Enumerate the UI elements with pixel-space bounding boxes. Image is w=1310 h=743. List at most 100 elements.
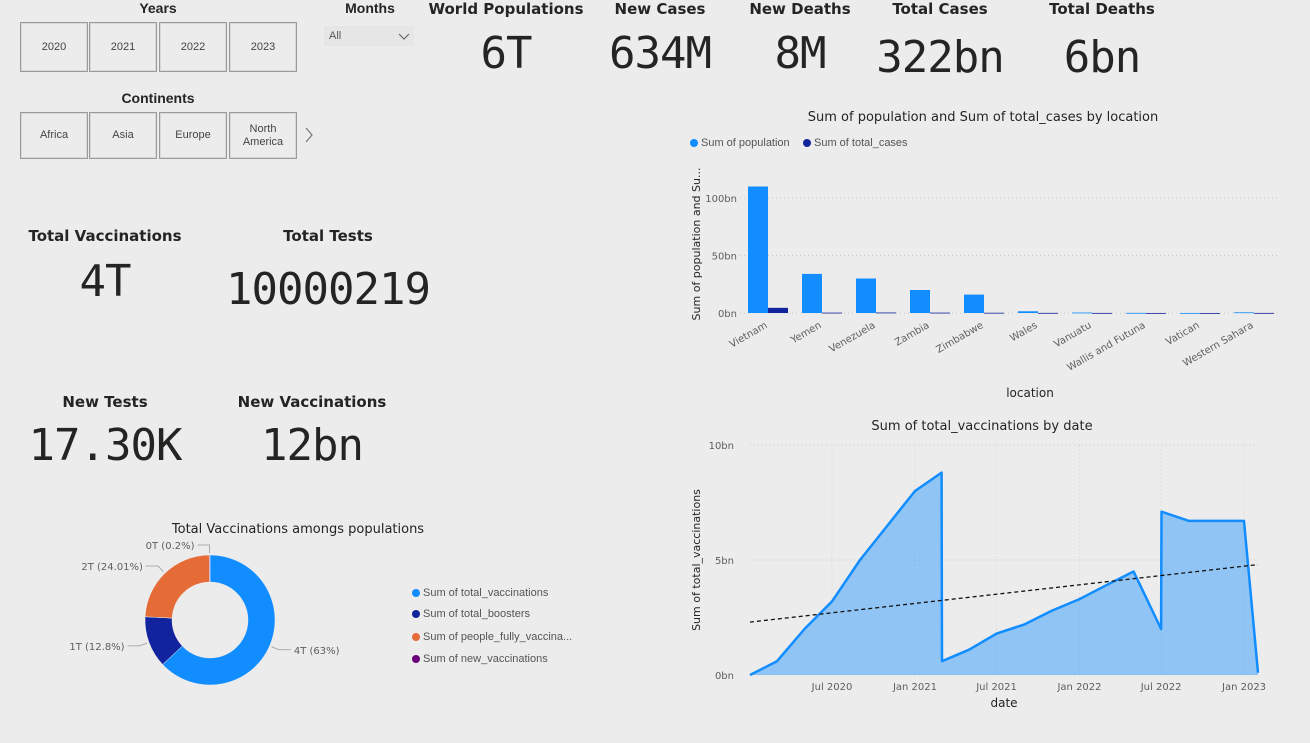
continent-tile-africa[interactable]: Africa	[20, 112, 88, 159]
total-cases-title: Total Cases	[892, 0, 988, 18]
world-population-value: 6T	[480, 28, 533, 79]
y-tick-label: 10bn	[709, 441, 734, 452]
total-cases-value: 322bn	[876, 32, 1004, 83]
legend-label: Sum of new_vaccinations	[423, 653, 548, 665]
data-label: 1T (12.8%)	[69, 642, 124, 653]
year-tile-2023[interactable]: 2023	[229, 22, 297, 72]
legend-label: Sum of total_boosters	[423, 608, 531, 620]
x-tick-label: Yemen	[788, 320, 823, 347]
donut-slice	[208, 554, 211, 583]
bar	[768, 307, 788, 313]
year-tile-2022[interactable]: 2022	[159, 22, 227, 72]
donut-legend-item[interactable]: Sum of new_vaccinations	[412, 653, 548, 665]
donut-chart: 4T (63%) 1T (12.8%) 2T (24.01%)0T (0.2%)	[69, 541, 340, 686]
x-tick-label: Vatican	[1164, 320, 1201, 348]
new-deaths-title: New Deaths	[749, 0, 851, 18]
bar	[910, 290, 930, 313]
bar	[1126, 312, 1146, 314]
donut-legend-item[interactable]: Sum of total_boosters	[412, 608, 530, 620]
bar	[1234, 312, 1254, 314]
chevron-right-icon[interactable]	[304, 127, 314, 143]
y-tick-label: 100bn	[705, 194, 737, 205]
chevron-down-icon	[398, 33, 410, 40]
legend-dot	[803, 139, 811, 147]
months-dropdown-value: All	[329, 30, 342, 42]
donut-legend-item[interactable]: Sum of total_vaccinations	[412, 587, 548, 599]
new-tests-title: New Tests	[62, 393, 148, 411]
total-deaths-title: Total Deaths	[1049, 0, 1155, 18]
leader-line	[127, 642, 148, 647]
continent-tile-asia[interactable]: Asia	[89, 112, 157, 159]
bar	[1200, 312, 1220, 314]
total-vaccinations-title: Total Vaccinations	[28, 227, 182, 245]
donut-legend-item[interactable]: Sum of people_fully_vaccina...	[412, 631, 572, 643]
data-label: 4T (63%)	[294, 646, 340, 657]
total-deaths-value: 6bn	[1063, 32, 1141, 83]
x-tick-label: Zimbabwe	[935, 320, 986, 356]
legend-dot	[412, 655, 420, 663]
data-label: 2T (24.01%)	[81, 562, 143, 573]
bar	[1018, 311, 1038, 313]
leader-line	[271, 646, 291, 651]
area-chart-title: Sum of total_vaccinations by date	[871, 419, 1093, 434]
new-cases-value: 634M	[609, 28, 712, 79]
continent-tile-europe[interactable]: Europe	[159, 112, 227, 159]
total-tests-title: Total Tests	[283, 227, 373, 245]
x-tick-label: Jan 2021	[892, 682, 937, 693]
x-tick-label: Wales	[1008, 320, 1039, 344]
legend-label: Sum of population	[701, 137, 790, 149]
y-tick-label: 50bn	[712, 252, 737, 263]
bar	[876, 312, 896, 314]
bar	[1180, 312, 1200, 314]
bar	[930, 312, 950, 314]
donut-slice	[144, 554, 210, 619]
bar	[1146, 312, 1166, 314]
continents-slicer-title: Continents	[121, 90, 195, 106]
new-cases-title: New Cases	[614, 0, 706, 18]
y-axis-title: Sum of total_vaccinations	[690, 489, 703, 631]
years-slicer-title: Years	[139, 0, 177, 16]
world-population-title: World Populations	[428, 0, 584, 18]
y-tick-label: 0bn	[718, 309, 737, 320]
year-tile-2021[interactable]: 2021	[89, 22, 157, 72]
bar-legend-item-total-cases[interactable]: Sum of total_cases	[803, 137, 908, 149]
area-fill	[750, 472, 1258, 675]
bar	[856, 278, 876, 313]
bar	[822, 312, 842, 314]
legend-label: Sum of total_vaccinations	[423, 587, 549, 599]
trend-line	[749, 563, 1259, 623]
bar-chart: 0bn 50bn 100bn Vietnam Yemen Venezuela Zambia Z…	[690, 168, 1280, 400]
year-tile-2020[interactable]: 2020	[20, 22, 88, 72]
bar	[984, 312, 1004, 314]
new-vaccinations-title: New Vaccinations	[237, 393, 387, 411]
x-tick-label: Vietnam	[728, 320, 770, 350]
legend-dot	[412, 610, 420, 618]
y-tick-label: 0bn	[715, 671, 734, 682]
x-tick-label: Jul 2020	[811, 682, 853, 693]
bar	[1038, 312, 1058, 314]
new-deaths-value: 8M	[774, 28, 827, 79]
continent-tile-north-america[interactable]: North America	[229, 112, 297, 159]
series-line	[749, 471, 1260, 677]
total-vaccinations-value: 4T	[79, 256, 132, 307]
months-dropdown[interactable]: All	[324, 26, 414, 46]
x-tick-label: Vanuatu	[1052, 320, 1093, 350]
x-tick-label: Jul 2022	[1140, 682, 1182, 693]
months-slicer-title: Months	[345, 0, 395, 16]
legend-dot	[412, 589, 420, 597]
bar	[1092, 312, 1112, 314]
x-tick-label: Jan 2022	[1056, 682, 1101, 693]
bar	[802, 273, 822, 313]
donut-chart-title: Total Vaccinations amongs populations	[171, 522, 425, 537]
y-axis-title: Sum of population and Su...	[690, 168, 703, 321]
x-tick-label: Jul 2021	[975, 682, 1017, 693]
leader-line	[197, 544, 210, 554]
bar-legend-item-population[interactable]: Sum of population	[690, 137, 790, 149]
area-chart: 0bn 5bn 10bn Jul 2020 Jan 2021 Jul 2021 Jan 20…	[690, 441, 1266, 710]
x-axis-title: location	[1006, 386, 1054, 400]
legend-label: Sum of total_cases	[814, 137, 908, 149]
leader-line	[145, 565, 164, 573]
new-tests-value: 17.30K	[28, 420, 183, 471]
bar	[964, 294, 984, 313]
legend-dot	[690, 139, 698, 147]
